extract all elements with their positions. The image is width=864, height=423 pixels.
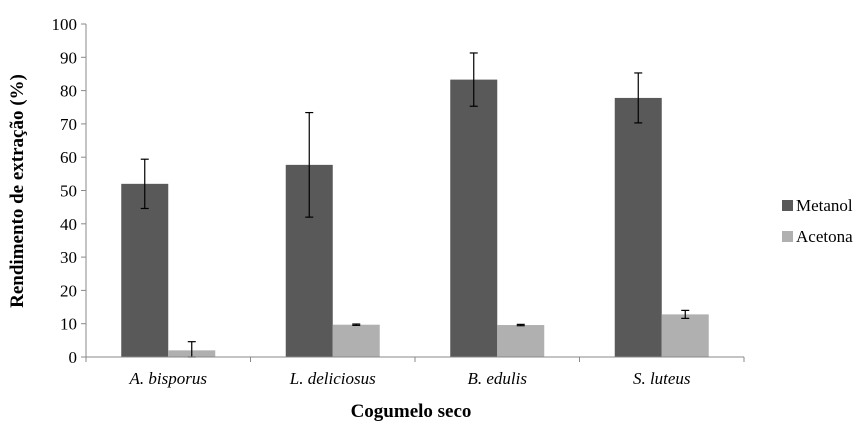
legend: Metanol Acetona [782, 196, 853, 246]
error-bar-metanol-3 [469, 52, 478, 107]
bar-acetona-3 [497, 325, 545, 357]
legend-swatch [782, 231, 793, 242]
bar-metanol-4 [614, 97, 662, 358]
error-bar-acetona-2 [352, 323, 361, 326]
x-tick-label: S. luteus [633, 369, 691, 388]
legend-label: Acetona [796, 227, 853, 246]
y-tick-label: 30 [60, 248, 77, 267]
x-ticks-layer: A. bisporus L. deliciosus B. edulis S. lute… [129, 369, 691, 388]
bar-metanol-1 [121, 183, 169, 357]
legend-label: Metanol [796, 196, 853, 215]
y-tick-label: 50 [60, 182, 77, 201]
y-tick-label: 20 [60, 281, 77, 300]
legend-item-metanol: Metanol [782, 196, 853, 215]
y-tick-label: 70 [60, 115, 77, 134]
error-bar-acetona-4 [681, 309, 690, 319]
error-bars-layer [140, 52, 690, 358]
legend-item-acetona: Acetona [782, 227, 853, 246]
y-tick-label: 0 [69, 348, 78, 367]
x-tick-label: A. bisporus [129, 369, 208, 388]
y-tick-label: 80 [60, 82, 77, 101]
y-tick-label: 10 [60, 315, 77, 334]
bar-metanol-3 [450, 79, 498, 358]
bar-acetona-2 [332, 324, 380, 357]
error-bar-metanol-4 [634, 72, 643, 124]
bars-layer [121, 79, 709, 358]
y-tick-label: 90 [60, 48, 77, 67]
y-axis-title: Rendimento de extração (%) [7, 74, 28, 308]
x-tick-label: L. deliciosus [289, 369, 376, 388]
error-bar-metanol-1 [140, 158, 149, 210]
error-bar-metanol-2 [305, 111, 314, 218]
bar-acetona-4 [661, 314, 709, 357]
y-tick-label: 60 [60, 148, 77, 167]
legend-swatch [782, 200, 793, 211]
y-tick-label: 100 [52, 15, 78, 34]
x-axis-title: Cogumelo seco [351, 401, 472, 422]
y-tick-label: 40 [60, 215, 77, 234]
x-tick-label: B. edulis [468, 369, 528, 388]
error-bar-acetona-3 [516, 323, 525, 327]
y-ticks-layer: 0 10 20 30 40 50 60 70 80 90 100 [52, 15, 86, 367]
